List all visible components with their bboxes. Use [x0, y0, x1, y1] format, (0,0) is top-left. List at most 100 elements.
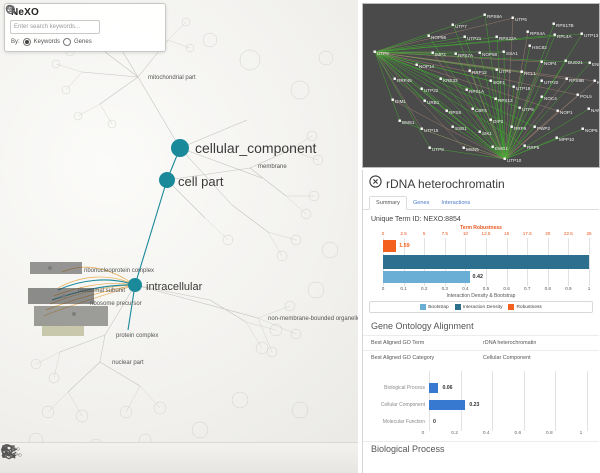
- svg-text:RPS1A: RPS1A: [469, 89, 485, 94]
- go-section-title: Gene Ontology Alignment: [371, 321, 474, 331]
- tab-genes[interactable]: Genes: [412, 200, 430, 206]
- go-row-term: Best Aligned GO Term rDNA heterochromati…: [363, 335, 599, 350]
- svg-text:URB1: URB1: [427, 100, 440, 105]
- svg-text:RPS7A: RPS7A: [458, 53, 474, 58]
- top-tick: 15: [504, 231, 510, 236]
- top-tick: 2.5: [400, 231, 407, 236]
- info-tabs: Summary Genes Interactions: [363, 196, 599, 210]
- svg-text:POL5: POL5: [580, 94, 592, 99]
- svg-text:RPS22A: RPS22A: [499, 36, 518, 41]
- chart-legend: Bootstrap Interaction Density Robustness: [369, 301, 593, 313]
- term-title: rDNA heterochromatin: [386, 177, 505, 191]
- legend-bootstrap: Bootstrap: [420, 304, 449, 310]
- info-header: rDNA heterochromatin: [363, 170, 599, 196]
- svg-text:SSB1: SSB1: [455, 126, 467, 131]
- svg-text:RPS8: RPS8: [449, 110, 461, 115]
- highlighted-node-labels: cellular_component cell part intracellul…: [146, 140, 317, 293]
- svg-text:HSC82: HSC82: [532, 45, 547, 50]
- svg-text:SSA1: SSA1: [506, 51, 518, 56]
- svg-text:EMG1: EMG1: [495, 146, 508, 151]
- legend-label-robustness: Robustness: [516, 304, 542, 310]
- bottom-tick: 0.1: [400, 286, 407, 291]
- bottom-tick: 0.6: [503, 286, 510, 291]
- reset-icon[interactable]: [6, 5, 130, 34]
- svg-text:UTP22: UTP22: [424, 88, 439, 93]
- top-tick: 10: [462, 231, 468, 236]
- svg-text:?: ?: [9, 8, 13, 14]
- fit-screen-icon[interactable]: [2, 445, 83, 468]
- bottom-tick: 1: [587, 286, 591, 291]
- svg-text:RPS4A: RPS4A: [530, 31, 546, 36]
- ontology-network-canvas[interactable]: mitochondrial part membrane protein comp…: [0, 0, 358, 473]
- svg-text:ribosomal subunit: ribosomal subunit: [78, 288, 125, 294]
- close-circle-icon[interactable]: [369, 175, 382, 193]
- go-bar-cellular-component: [429, 400, 466, 410]
- svg-text:UTP13: UTP13: [584, 33, 599, 38]
- radio-genes[interactable]: [63, 38, 72, 46]
- bottom-tick: 0.8: [544, 286, 551, 291]
- bottom-tick: 0.7: [523, 286, 531, 291]
- gene-network-svg: UTP9 NOP56 UTP7 RPS8A UTP6 RPS17B UTP21 RPS22A R…: [373, 13, 599, 163]
- search-icon[interactable]: [5, 4, 115, 34]
- svg-text:UTP9: UTP9: [377, 51, 389, 56]
- expand-icon[interactable]: [6, 6, 160, 34]
- search-panel[interactable]: NeXO Enter search keywords... ? By: Keyw…: [4, 3, 166, 52]
- chart-top-title: Term Robustness: [460, 225, 502, 231]
- svg-text:SOF1: SOF1: [493, 80, 505, 85]
- network-toolbar: [0, 442, 358, 473]
- svg-text:UTP7: UTP7: [455, 24, 467, 29]
- radio-keywords[interactable]: [22, 38, 31, 46]
- svg-text:UTP15: UTP15: [424, 128, 439, 133]
- radio-genes-label[interactable]: Genes: [74, 39, 92, 45]
- legend-swatch-bootstrap: [420, 304, 427, 310]
- bottom-tick: 0.3: [441, 286, 448, 291]
- svg-text:NOP58: NOP58: [482, 52, 498, 57]
- zoom-out-icon[interactable]: [1, 444, 55, 468]
- highlight-edges: [51, 147, 181, 331]
- bar-bootstrap-value: 0.42: [472, 274, 484, 280]
- tab-summary[interactable]: Summary: [369, 196, 407, 210]
- biological-process-title: Biological Process: [363, 441, 599, 454]
- svg-text:NOP56: NOP56: [431, 35, 447, 40]
- svg-text:UTP4: UTP4: [499, 69, 511, 74]
- bar-interaction-density: [383, 255, 589, 269]
- svg-text:MSN5: MSN5: [466, 147, 479, 152]
- go-alignment-chart: Biological Process Cellular Component Mo…: [369, 371, 593, 431]
- legend-robustness: Robustness: [508, 304, 542, 310]
- gene-labels: UTP9 NOP56 UTP7 RPS8A UTP6 RPS17B UTP21 RPS22A R…: [377, 14, 599, 163]
- tab-interactions[interactable]: Interactions: [441, 200, 471, 206]
- ontology-small-labels: mitochondrial part membrane protein comp…: [78, 75, 358, 366]
- go-value-molecular-function: 0: [433, 419, 436, 425]
- search-input[interactable]: Enter search keywords...: [10, 20, 100, 34]
- svg-text:RPL4A: RPL4A: [557, 34, 572, 39]
- legend-swatch-interaction-density: [454, 304, 461, 310]
- go-alignment-section: Gene Ontology Alignment Best Aligned GO …: [363, 321, 599, 454]
- bottom-tick: 0.5: [482, 286, 490, 291]
- go-label-biological-process: Biological Process: [384, 385, 425, 391]
- svg-text:UTP18: UTP18: [516, 86, 531, 91]
- go-term-key: Best Aligned GO Term: [371, 340, 425, 346]
- svg-text:RRP5: RRP5: [527, 145, 540, 150]
- collapse-icon[interactable]: [1, 445, 111, 468]
- top-tick: 17.5: [522, 231, 532, 236]
- top-tick: 22.5: [563, 231, 573, 236]
- svg-text:ribonucleoprotein complex: ribonucleoprotein complex: [84, 268, 154, 274]
- chart-top-ticks: 0 2.5 5 7.5 10 12.5 15 17.5 20 22.5 25: [369, 231, 593, 238]
- go-chart-ticks: 0 0.2 0.4 0.6 0.8 1: [369, 431, 593, 439]
- gene-nodes[interactable]: [373, 13, 596, 160]
- top-tick: 12.5: [481, 231, 491, 236]
- svg-text:nuclear part: nuclear part: [112, 360, 144, 366]
- gene-interaction-network[interactable]: UTP9 NOP56 UTP7 RPS8A UTP6 RPS17B UTP21 RPS22A R…: [362, 3, 600, 168]
- svg-text:SIK1: SIK1: [482, 131, 492, 136]
- svg-text:DIP2: DIP2: [493, 119, 504, 124]
- layers-icon[interactable]: [0, 445, 139, 468]
- top-tick: 5: [422, 231, 426, 236]
- radio-keywords-label[interactable]: Keywords: [33, 39, 61, 45]
- help-icon[interactable]: ?: [6, 5, 145, 34]
- bar-robustness-value: 1.59: [399, 243, 410, 249]
- svg-text:UTP6: UTP6: [515, 17, 527, 22]
- bottom-tick: 0.4: [462, 286, 469, 291]
- go-tick: 0: [421, 431, 425, 436]
- svg-text:non-membrane-bounded organelle: non-membrane-bounded organelle: [268, 316, 358, 322]
